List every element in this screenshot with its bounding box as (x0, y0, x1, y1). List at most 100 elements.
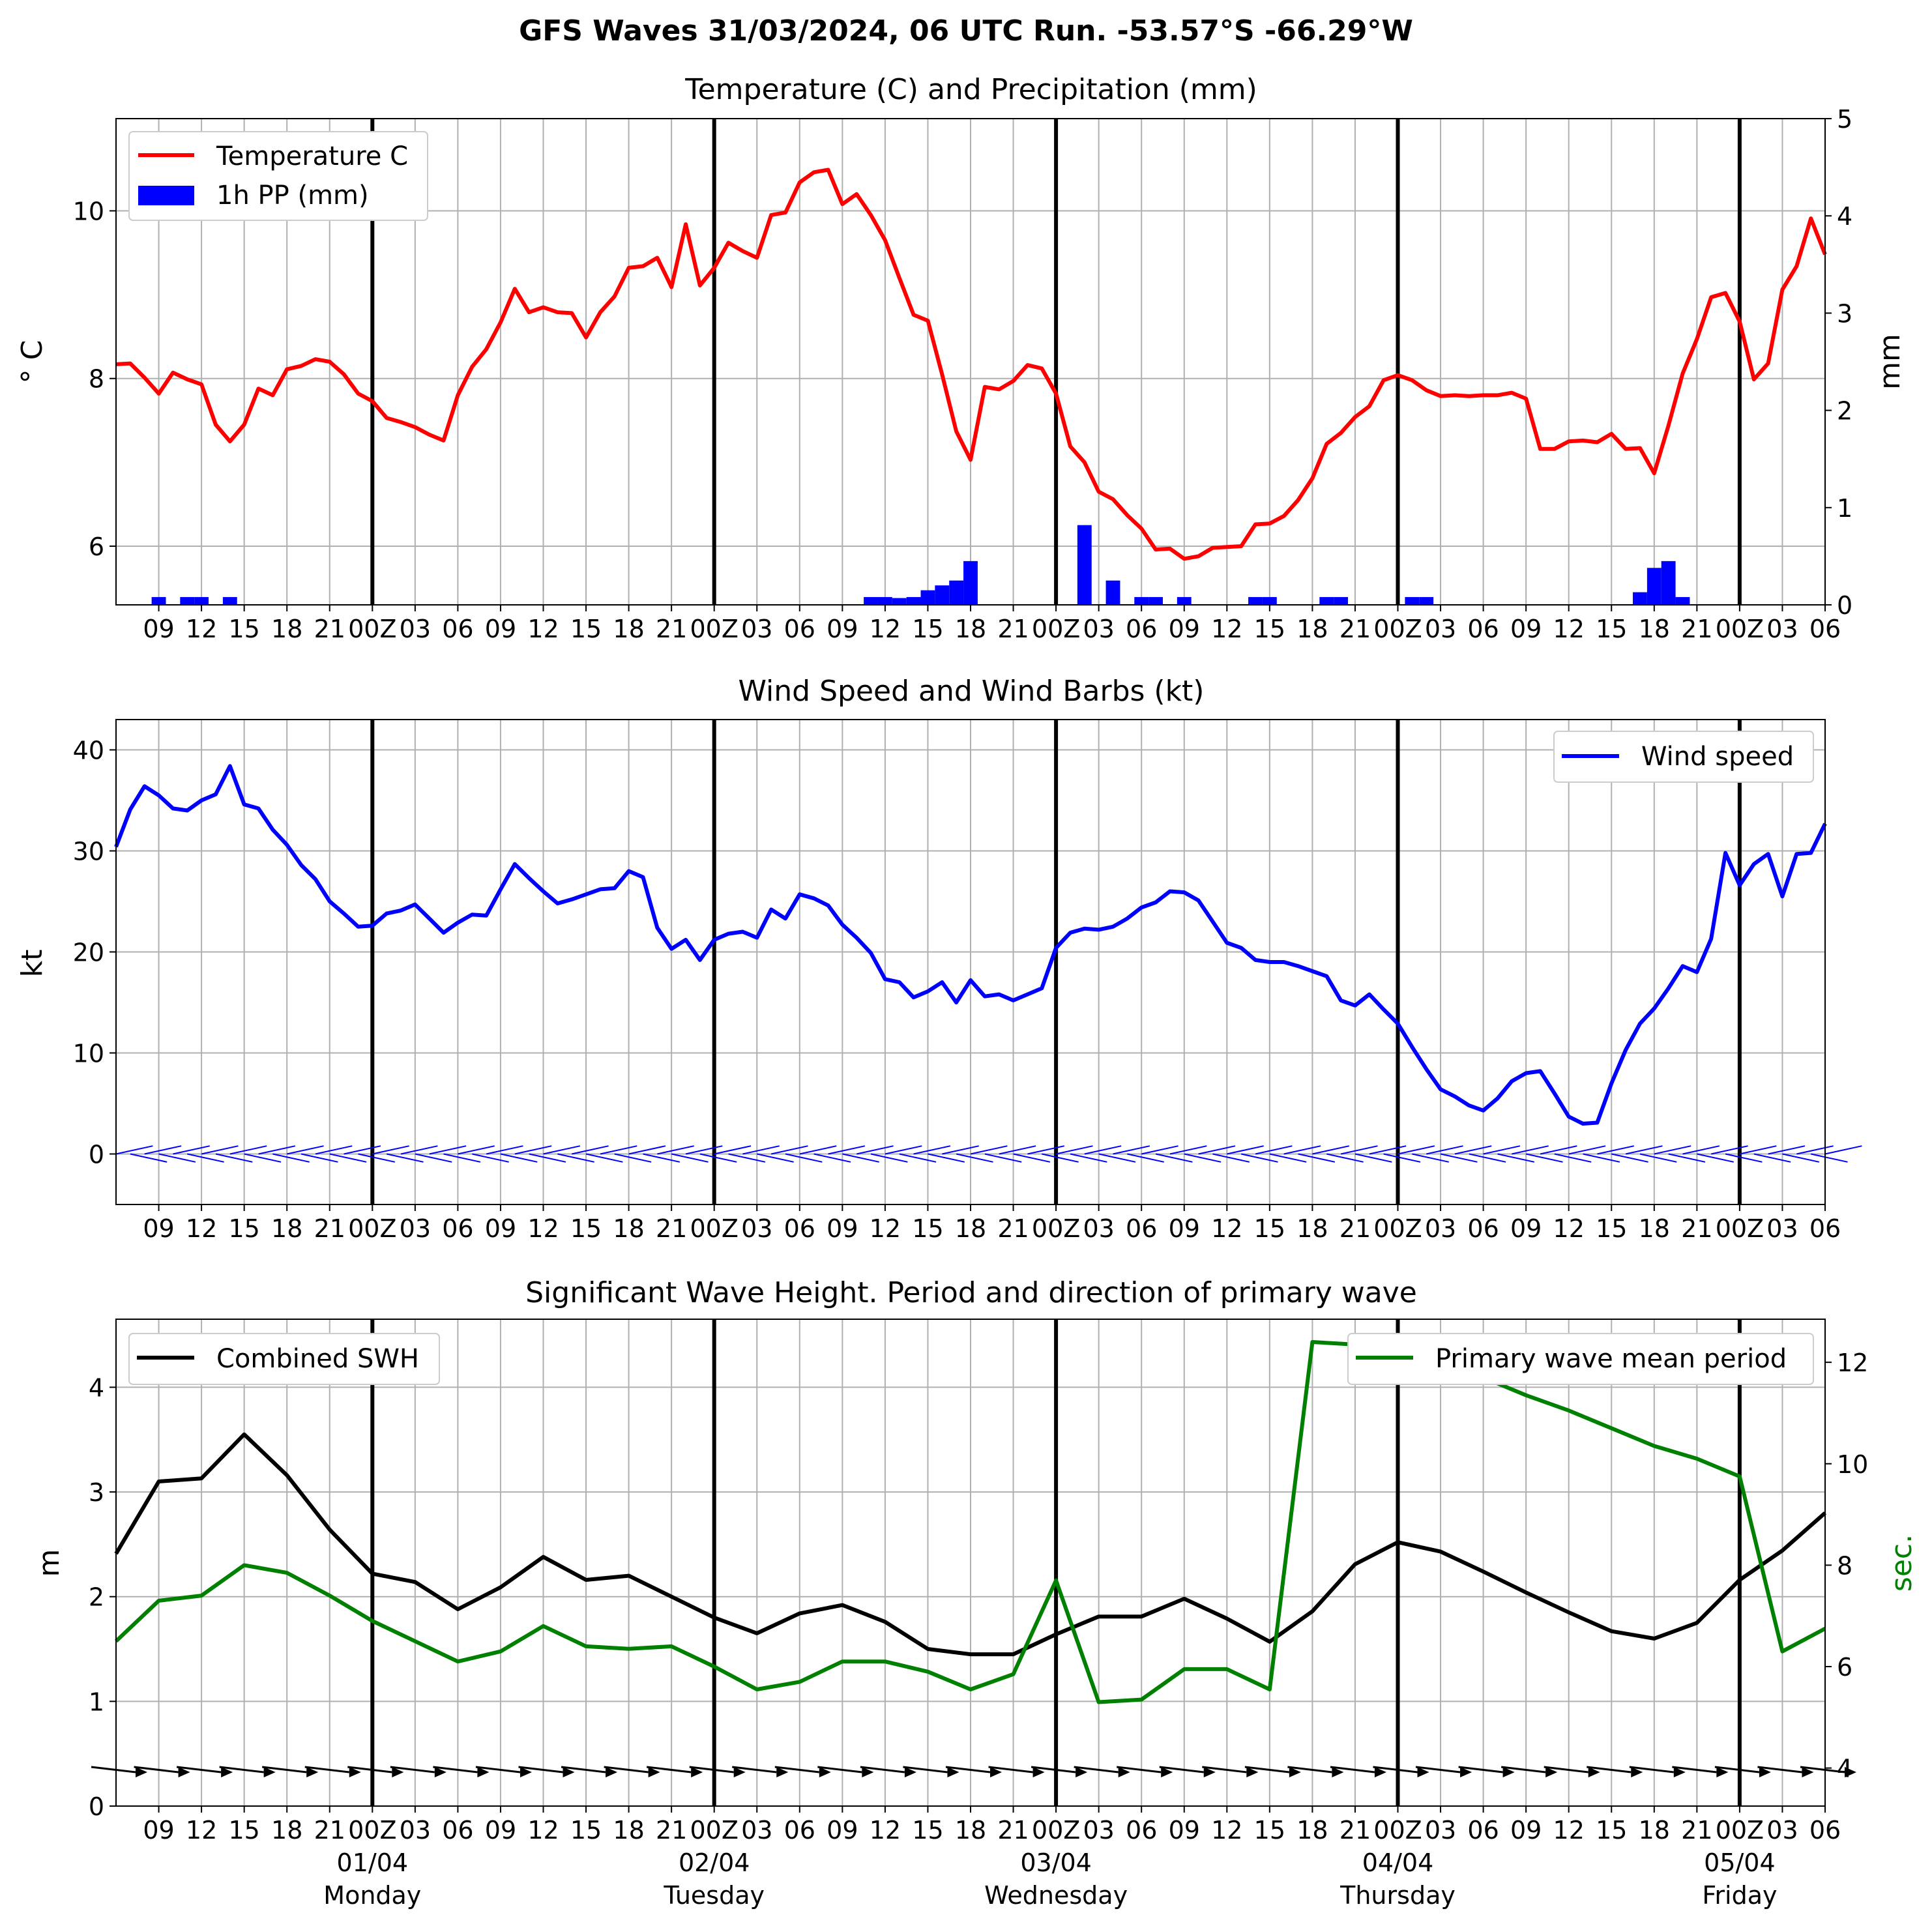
x-tick-label: 06 (442, 1214, 473, 1243)
wave-direction-arrow (945, 1766, 991, 1773)
precipitation-bar (906, 597, 921, 605)
wind-barb (657, 1145, 694, 1155)
x-tick-label: 21 (1339, 1214, 1371, 1243)
wave-direction-arrowhead (1246, 1767, 1259, 1777)
swh-legend: Combined SWH (128, 1333, 440, 1385)
wind-barb (201, 1145, 239, 1155)
x-tick-label: 00Z (690, 1816, 739, 1845)
day-date-label: 03/04 (1020, 1848, 1092, 1877)
wind-barb (1668, 1153, 1706, 1163)
x-tick-label: 12 (527, 1214, 559, 1243)
wind-barb (1298, 1153, 1336, 1163)
precipitation-bar (1077, 525, 1092, 605)
wind-barb (856, 1145, 894, 1155)
wave-direction-arrow (262, 1766, 307, 1773)
wave-direction-arrow (1031, 1766, 1076, 1773)
x-tick-label: 18 (613, 615, 644, 643)
wind-barb (813, 1153, 851, 1163)
day-name-label: Wednesday (984, 1881, 1128, 1910)
wind-barb (742, 1145, 780, 1155)
x-tick-label: 12 (1553, 1214, 1585, 1243)
y-tick-label: 0 (89, 1141, 104, 1169)
y-right-tick-label: 0 (1837, 591, 1852, 620)
wind-barb (1255, 1145, 1293, 1155)
wind-legend: Wind speed (1553, 731, 1814, 783)
wind-barb (885, 1145, 922, 1155)
x-tick-label: 03 (1083, 615, 1114, 643)
x-tick-label: 00Z (1373, 1214, 1422, 1243)
y-tick-label: 10 (73, 197, 104, 226)
period-legend: Primary wave mean period (1347, 1333, 1814, 1385)
wind-barb (543, 1145, 581, 1155)
x-tick-label: 21 (1339, 615, 1371, 643)
wind-barb (315, 1145, 353, 1155)
temperature-legend: Temperature C 1h PP (mm) (128, 131, 428, 221)
x-tick-label: 21 (997, 1214, 1029, 1243)
wave-direction-arrow (1587, 1766, 1632, 1773)
x-tick-label: 18 (613, 1816, 644, 1845)
wind-barb (400, 1145, 438, 1155)
x-tick-label: 12 (527, 1816, 559, 1845)
wind-barb (472, 1153, 509, 1163)
period-y-axis-label: sec. (1885, 1534, 1918, 1592)
wave-direction-arrow (1415, 1766, 1461, 1773)
x-tick-label: 00Z (690, 615, 739, 643)
day-name-label: Monday (323, 1881, 421, 1910)
x-tick-label: 18 (1639, 1816, 1670, 1845)
wind-barb (1013, 1153, 1051, 1163)
wind-barb (1042, 1153, 1079, 1163)
wave-direction-arrow (1373, 1766, 1418, 1773)
y-right-tick-label: 8 (1837, 1551, 1852, 1580)
precipitation-bar (1633, 592, 1647, 605)
wind-barb (1084, 1145, 1122, 1155)
axes-frame (115, 719, 1826, 1205)
precipitation-bar (1334, 597, 1349, 605)
wind-barb (130, 1153, 168, 1163)
wind-barb (1782, 1153, 1820, 1163)
wave-direction-arrow (1202, 1766, 1247, 1773)
x-tick-label: 18 (271, 615, 302, 643)
x-tick-label: 03 (1766, 1214, 1798, 1243)
wind-barb (984, 1153, 1022, 1163)
wind-barb (458, 1145, 495, 1155)
x-tick-label: 09 (1169, 615, 1200, 643)
x-tick-label: 12 (870, 1214, 901, 1243)
wave-direction-arrowhead (1802, 1767, 1814, 1777)
wind-barb (1340, 1145, 1378, 1155)
wind-barb (1469, 1153, 1506, 1163)
wave-direction-arrow (91, 1766, 136, 1773)
y-tick-label: 2 (89, 1583, 104, 1612)
wave-direction-arrowhead (1332, 1767, 1344, 1777)
y-tick-label: 0 (89, 1792, 104, 1821)
wave-direction-arrowhead (349, 1767, 361, 1777)
wind-barb (187, 1153, 224, 1163)
wave-direction-arrow (134, 1766, 179, 1773)
wind-barb (1682, 1145, 1720, 1155)
x-tick-label: 06 (1809, 1816, 1841, 1845)
x-tick-label: 06 (1467, 615, 1499, 643)
wind-barb (272, 1153, 310, 1163)
x-tick-label: 06 (1126, 615, 1157, 643)
wind-barb (1098, 1153, 1136, 1163)
precipitation-legend-swatch (138, 186, 194, 205)
x-tick-label: 21 (656, 615, 687, 643)
x-tick-label: 12 (870, 1816, 901, 1845)
x-tick-label: 15 (1596, 615, 1627, 643)
wind-barb (115, 1145, 153, 1155)
x-tick-label: 15 (912, 1214, 943, 1243)
day-date-label: 04/04 (1362, 1848, 1434, 1877)
wave-direction-arrow (433, 1766, 478, 1773)
wave-direction-arrow (604, 1766, 649, 1773)
wind-barb (942, 1145, 979, 1155)
x-tick-label: 06 (784, 615, 815, 643)
wind-barb (344, 1145, 381, 1155)
precipitation-bar (1149, 597, 1163, 605)
wind-barb (1070, 1153, 1107, 1163)
x-tick-label: 03 (1425, 1816, 1456, 1845)
wind-barb (585, 1153, 623, 1163)
x-tick-label: 21 (314, 615, 345, 643)
x-tick-label: 00Z (1716, 1816, 1764, 1845)
precipitation-bar (935, 585, 950, 605)
wave-direction-arrow (1244, 1766, 1290, 1773)
wind-barb (728, 1153, 766, 1163)
